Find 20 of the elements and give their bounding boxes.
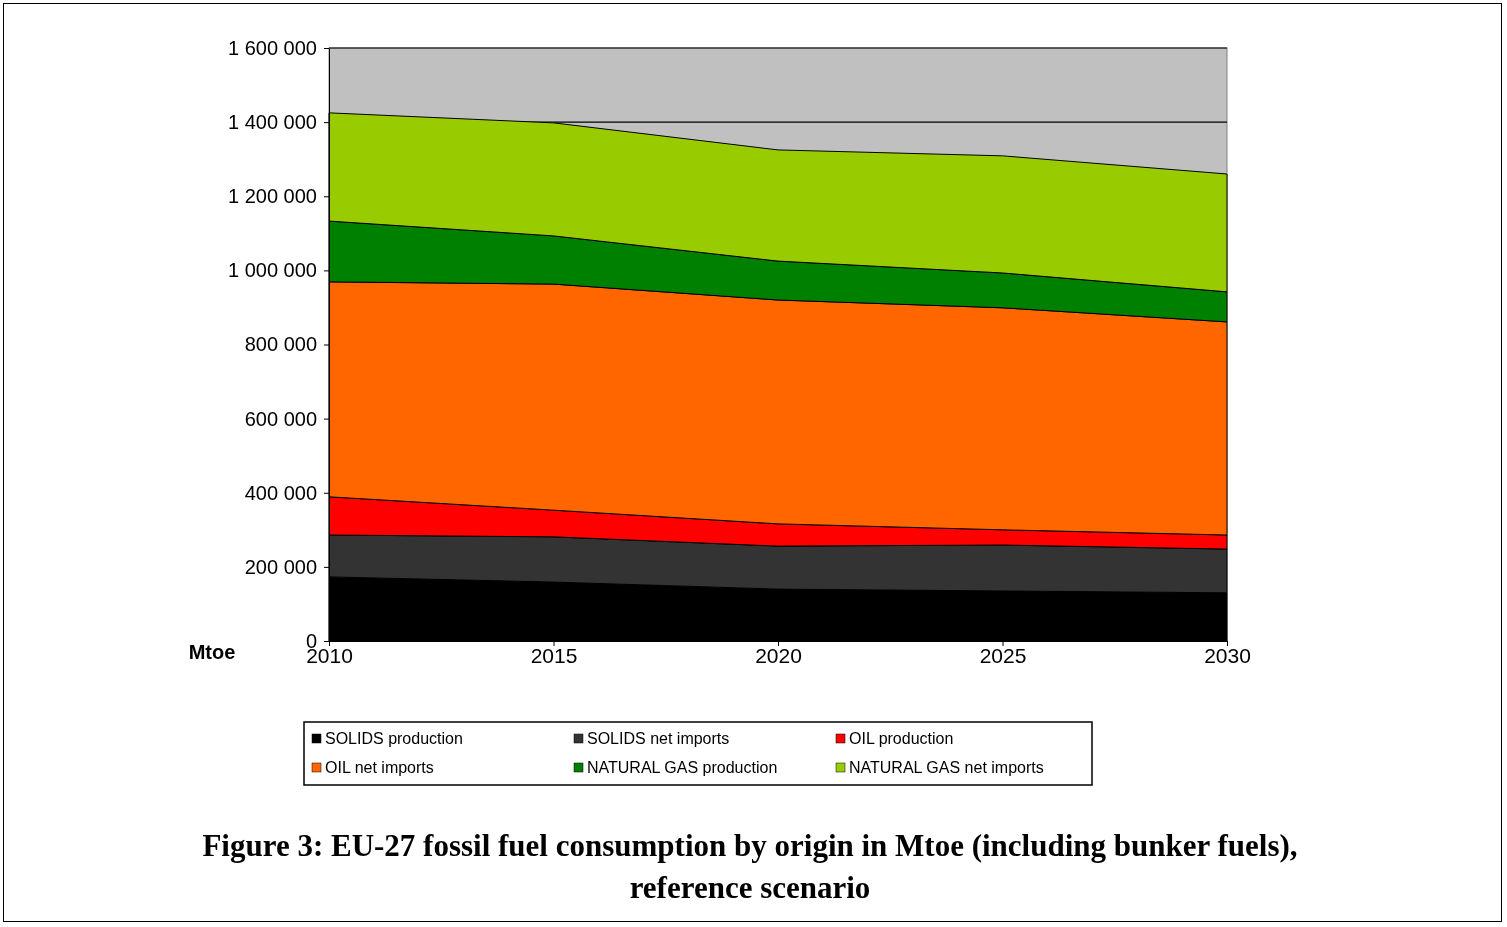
y-tick-label: 600 000 (244, 407, 317, 430)
x-tick-label: 2025 (979, 644, 1027, 667)
y-tick-label: 1 600 000 (228, 36, 317, 59)
legend-label: SOLIDS production (325, 730, 463, 747)
legend-label: NATURAL GAS net imports (849, 759, 1044, 776)
x-tick-label: 2030 (1204, 644, 1251, 667)
y-tick-label: 1 000 000 (228, 259, 317, 282)
legend-label: SOLIDS net imports (587, 730, 730, 747)
y-tick-label: 400 000 (244, 481, 317, 504)
x-tick-label: 2015 (530, 644, 578, 667)
y-tick-label: 1 200 000 (228, 185, 317, 208)
x-tick-label: 2020 (755, 644, 802, 667)
y-tick-label: 800 000 (244, 333, 317, 356)
y-tick-label: 200 000 (244, 555, 317, 578)
legend-label: OIL net imports (325, 759, 434, 776)
y-axis-title: Mtoe (188, 641, 236, 663)
y-tick-label: 1 400 000 (228, 111, 317, 134)
legend-label: OIL production (849, 730, 954, 747)
text: Figure 3: EU-27 fossil fuel consumption by origin in Mtoe (including bunker fuels), reference scenario (201, 827, 1299, 907)
legend-label: NATURAL GAS production (587, 759, 778, 776)
